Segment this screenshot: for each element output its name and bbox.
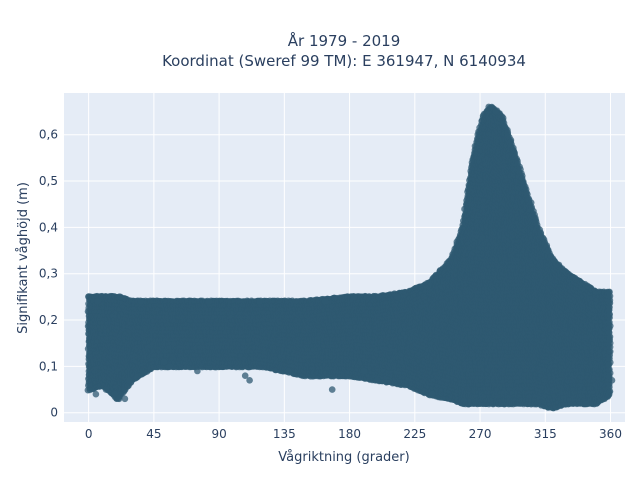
chart-title-line2: Koordinat (Sweref 99 TM): E 361947, N 61… bbox=[162, 52, 526, 70]
chart-title-line1: År 1979 - 2019 bbox=[288, 31, 401, 50]
